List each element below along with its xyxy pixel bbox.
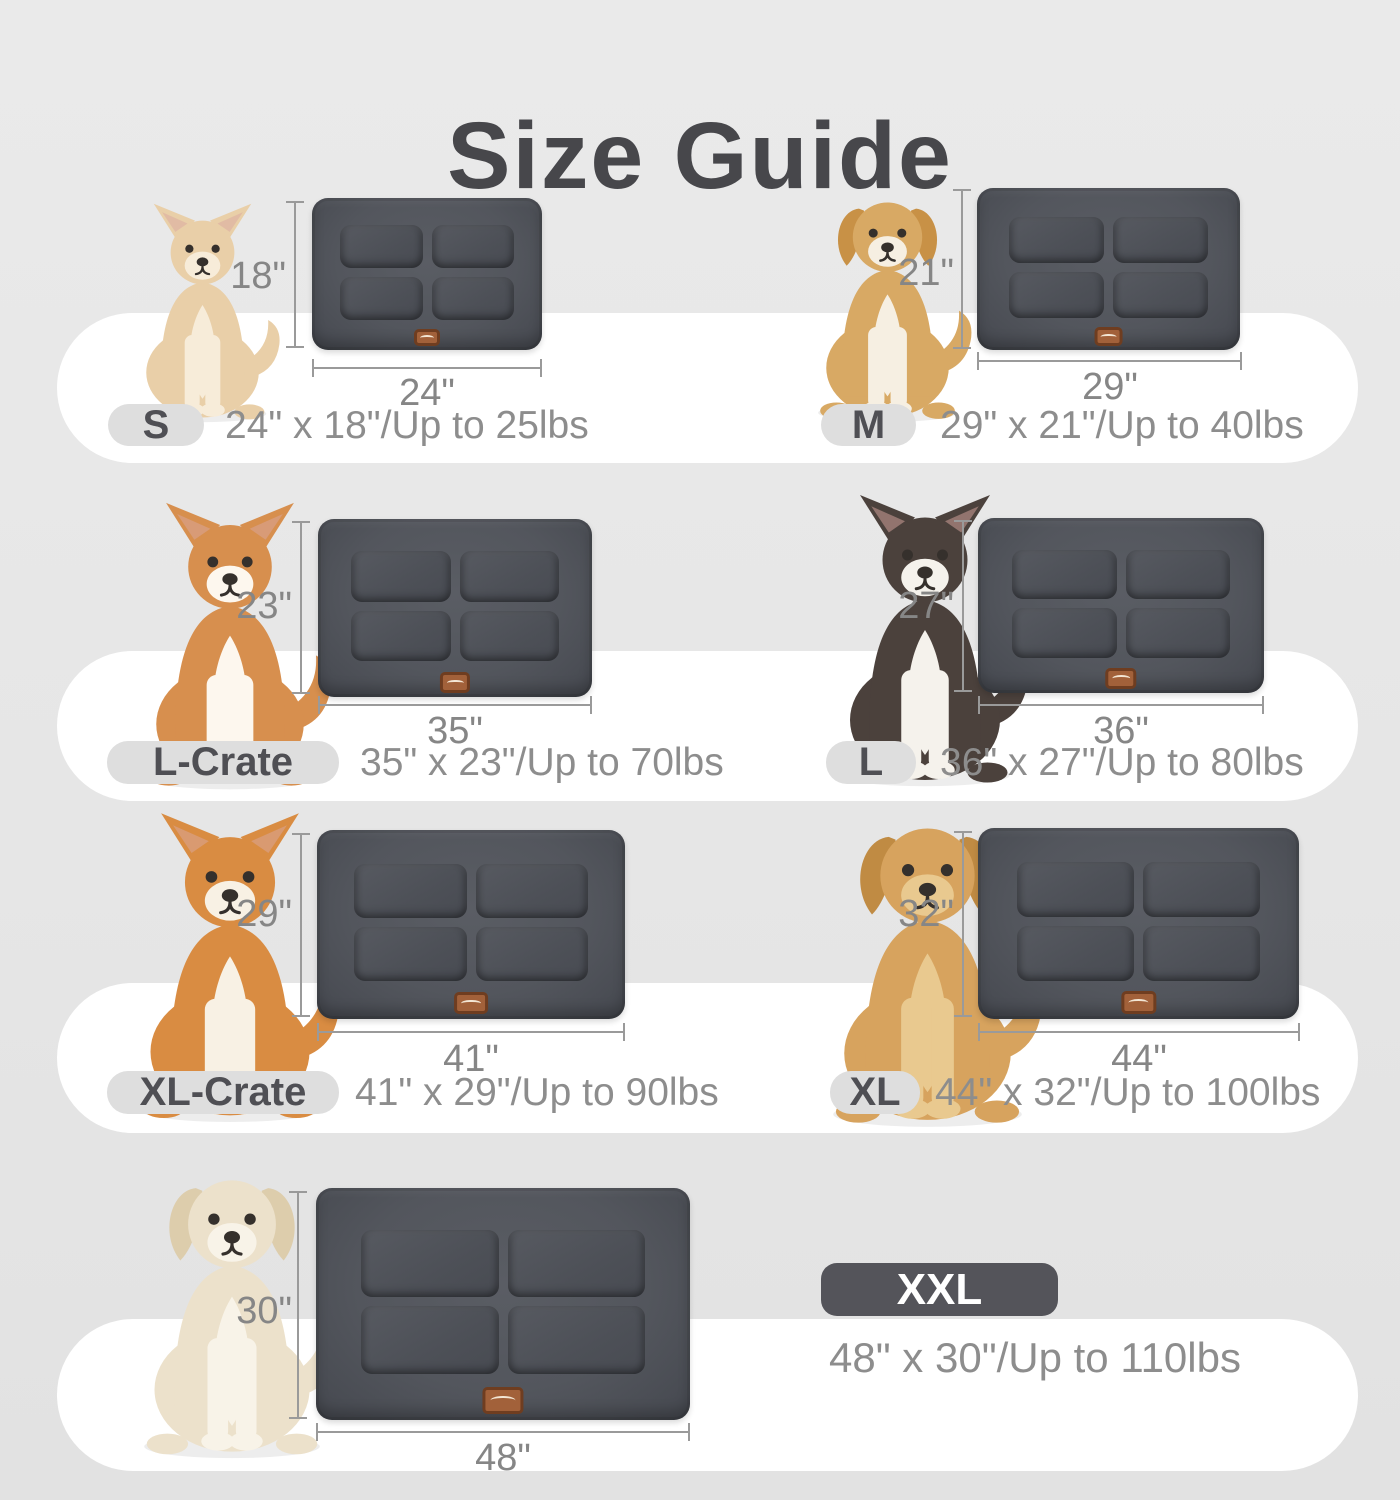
height-dimension-line-xxl	[289, 1191, 307, 1419]
size-badge-xl-crate: XL-Crate	[107, 1070, 339, 1114]
size-badge-l-crate: L-Crate	[107, 740, 339, 784]
mat-quilt	[339, 225, 515, 320]
height-dimension-line-m	[953, 189, 971, 349]
height-dimension-line-l	[954, 520, 972, 692]
mat-panel	[350, 610, 451, 662]
height-dimension-line-xl	[954, 831, 972, 1017]
mat-panel	[431, 276, 515, 320]
mat-xxl	[316, 1188, 690, 1420]
width-dimension-line-m	[977, 352, 1242, 370]
brand-tag	[1094, 326, 1123, 346]
height-dimension-label-xl: 32"	[898, 893, 954, 935]
mat-quilt	[1016, 862, 1261, 981]
width-dimension-line-s	[312, 359, 542, 377]
brand-tag	[1105, 667, 1137, 689]
mat-panel	[475, 927, 589, 982]
mat-panel	[507, 1229, 646, 1298]
mat-quilt	[1008, 217, 1209, 318]
size-badge-m: M	[821, 403, 916, 447]
width-dimension-line-l	[978, 696, 1264, 714]
mat-quilt	[360, 1229, 646, 1374]
brand-tag	[414, 328, 440, 347]
mat-m	[977, 188, 1240, 350]
dog-illustration-chihuahua	[95, 200, 310, 425]
mat-panel	[1125, 608, 1230, 658]
mat-panel	[1016, 926, 1134, 981]
height-dimension-label-xl-crate: 29"	[236, 893, 292, 935]
mat-panel	[475, 864, 589, 919]
height-dimension-label-l-crate: 23"	[236, 585, 292, 627]
size-spec-l: 36" x 27"/Up to 80lbs	[940, 741, 1304, 784]
brand-tag	[454, 991, 488, 1015]
width-dimension-line-xl-crate	[317, 1023, 625, 1041]
mat-panel	[1016, 862, 1134, 918]
mat-xl	[978, 828, 1299, 1019]
mat-panel	[1143, 862, 1261, 918]
size-spec-xl: 44" x 32"/Up to 100lbs	[935, 1071, 1321, 1114]
size-badge-xxl: XXL	[821, 1263, 1058, 1316]
size-spec-xxl: 48" x 30"/Up to 110lbs	[829, 1334, 1241, 1381]
size-spec-s: 24" x 18"/Up to 25lbs	[225, 404, 589, 447]
width-dimension-line-l-crate	[318, 696, 592, 714]
mat-panel	[507, 1306, 646, 1374]
mat-panel	[431, 225, 515, 268]
mat-panel	[459, 551, 560, 602]
brand-tag	[1120, 990, 1157, 1015]
width-dimension-label-xl: 44"	[1111, 1038, 1167, 1080]
brand-tag	[439, 672, 471, 693]
size-badge-l: L	[826, 740, 916, 784]
brand-tag	[482, 1386, 524, 1415]
size-spec-l-crate: 35" x 23"/Up to 70lbs	[360, 741, 724, 784]
mat-quilt	[1012, 549, 1230, 658]
height-dimension-label-l: 27"	[898, 585, 954, 627]
mat-panel	[353, 927, 467, 982]
mat-quilt	[353, 864, 589, 982]
mat-panel	[350, 551, 451, 602]
size-badge-xl: XL	[830, 1070, 920, 1114]
width-dimension-line-xxl	[316, 1423, 690, 1441]
width-dimension-label-s: 24"	[399, 372, 455, 414]
mat-panel	[1113, 271, 1209, 318]
page-title: Size Guide	[447, 102, 953, 209]
mat-panel	[360, 1306, 499, 1374]
width-dimension-label-l: 36"	[1093, 710, 1149, 752]
mat-panel	[1008, 217, 1104, 263]
width-dimension-label-xxl: 48"	[475, 1437, 531, 1479]
mat-quilt	[350, 551, 560, 662]
mat-panel	[339, 276, 423, 320]
mat-panel	[1125, 549, 1230, 600]
height-dimension-line-l-crate	[292, 521, 310, 694]
mat-panel	[360, 1229, 499, 1298]
mat-panel	[1012, 549, 1117, 600]
mat-panel	[339, 225, 423, 268]
mat-panel	[459, 610, 560, 662]
height-dimension-line-xl-crate	[292, 833, 310, 1017]
mat-l-crate	[318, 519, 592, 697]
mat-panel	[353, 864, 467, 919]
mat-panel	[1113, 217, 1209, 263]
width-dimension-label-m: 29"	[1082, 366, 1138, 408]
width-dimension-label-l-crate: 35"	[427, 710, 483, 752]
height-dimension-line-s	[286, 201, 304, 348]
size-badge-s: S	[108, 403, 204, 447]
height-dimension-label-m: 21"	[898, 252, 954, 294]
height-dimension-label-s: 18"	[230, 255, 286, 297]
mat-xl-crate	[317, 830, 625, 1019]
size-spec-xl-crate: 41" x 29"/Up to 90lbs	[355, 1071, 719, 1114]
size-spec-m: 29" x 21"/Up to 40lbs	[940, 404, 1304, 447]
height-dimension-label-xxl: 30"	[236, 1290, 292, 1332]
mat-panel	[1008, 271, 1104, 318]
width-dimension-label-xl-crate: 41"	[443, 1038, 499, 1080]
width-dimension-line-xl	[978, 1023, 1300, 1041]
mat-panel	[1012, 608, 1117, 658]
dog-illustration-havanese-puppy	[775, 180, 1000, 425]
mat-s	[312, 198, 542, 350]
mat-panel	[1143, 926, 1261, 981]
mat-l	[978, 518, 1264, 693]
